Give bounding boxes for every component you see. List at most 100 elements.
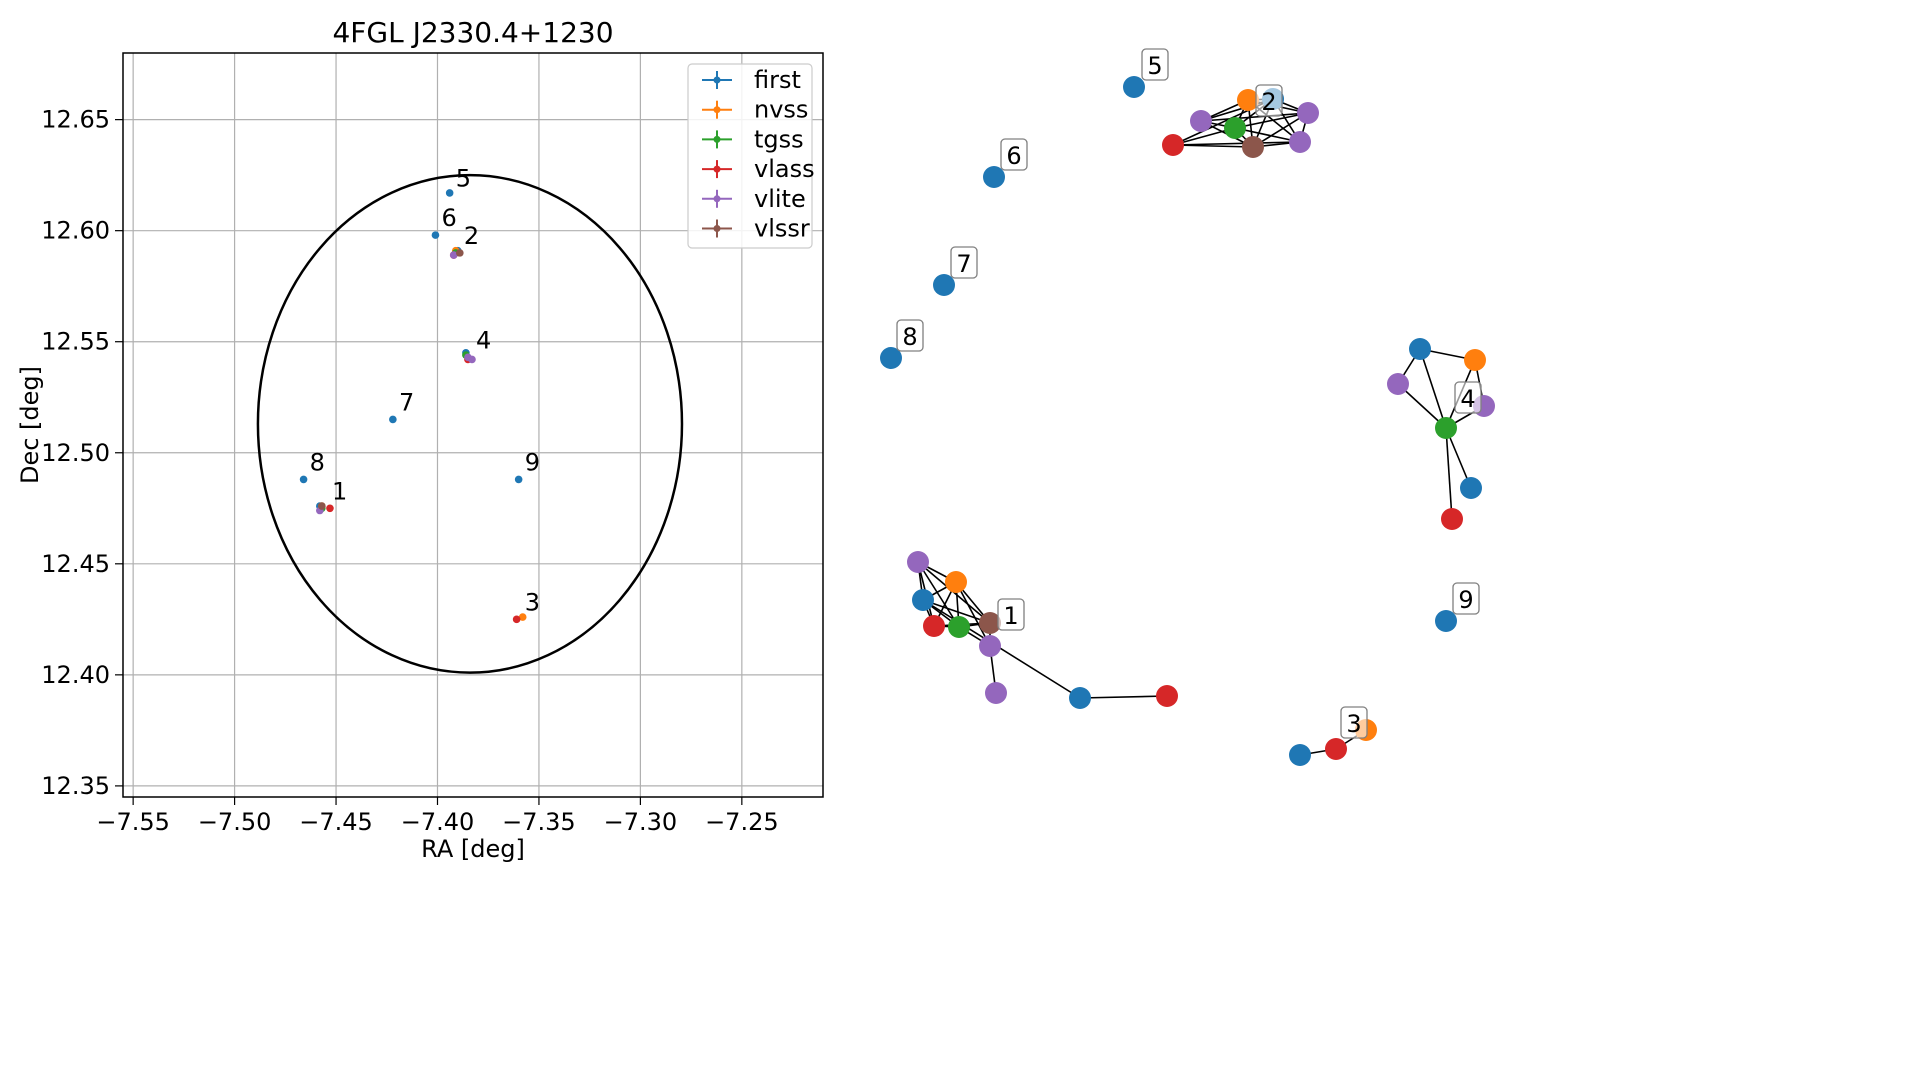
axes-frame [122, 52, 824, 798]
graph-node-nvss [945, 571, 967, 593]
point-nvss [518, 613, 527, 621]
x-tick-label: −7.35 [502, 808, 576, 836]
node-label-box [997, 598, 1025, 631]
point-annotation: 7 [399, 389, 414, 417]
graph-node-first [1123, 76, 1145, 98]
node-label-box [1141, 48, 1169, 81]
graph-node-vlite [907, 551, 929, 573]
graph-node-first [912, 589, 934, 611]
node-label: 9 [1452, 582, 1480, 615]
graph-node-vlssr [979, 612, 1001, 634]
graph-node-vlssr [1242, 136, 1264, 158]
graph-node-nvss [1237, 89, 1259, 111]
graph-edge [1419, 348, 1447, 429]
graph-edge [1079, 695, 1168, 699]
graph-node-vlass [923, 615, 945, 637]
node-label: 3 [1340, 706, 1368, 739]
point-vlass [326, 504, 334, 513]
point-vlite [449, 251, 458, 259]
graph-edge [1200, 112, 1309, 122]
graph-node-vlite [1297, 102, 1319, 124]
node-label: 2 [1255, 84, 1283, 117]
graph-node-vlass [1441, 508, 1463, 530]
y-tick-label: 12.35 [41, 772, 110, 800]
graph-edge [1234, 112, 1309, 129]
point-vlssr [318, 502, 326, 510]
graph-edge [1234, 127, 1301, 143]
point-first [514, 475, 523, 484]
graph-node-tgss [948, 616, 970, 638]
y-tick-label: 12.50 [41, 439, 110, 467]
node-label: 7 [950, 246, 978, 279]
node-label-box [1340, 706, 1368, 739]
graph-node-nvss [1464, 349, 1486, 371]
node-label: 4 [1454, 381, 1482, 414]
graph-node-vlite [1289, 131, 1311, 153]
node-label-text: 5 [1147, 52, 1162, 80]
x-tick-label: −7.25 [705, 808, 779, 836]
error-ellipse-layer [256, 173, 684, 674]
legend-label: vlass [754, 155, 815, 183]
y-axis-label: Dec [deg] [16, 366, 44, 484]
legend-label: vlssr [754, 215, 810, 243]
graph-node-vlass [1156, 685, 1178, 707]
point-annotation: 2 [464, 222, 479, 250]
legend-label: vlite [754, 185, 806, 213]
graph-node-first [1069, 687, 1091, 709]
node-label-text: 9 [1458, 586, 1473, 614]
nodes-layer [880, 76, 1495, 766]
graph-node-first [1409, 338, 1431, 360]
point-annotation: 3 [525, 588, 540, 616]
graph-node-first [983, 166, 1005, 188]
x-tick-label: −7.40 [401, 808, 475, 836]
point-first [299, 475, 308, 484]
node-label: 6 [1000, 138, 1028, 171]
x-tick-label: −7.30 [604, 808, 678, 836]
point-annotation: 5 [456, 164, 471, 192]
node-label-text: 4 [1460, 385, 1475, 413]
x-tick-label: −7.50 [198, 808, 272, 836]
y-tick-label: 12.65 [41, 106, 110, 134]
x-tick-label: −7.45 [299, 808, 373, 836]
node-label-box [1000, 138, 1028, 171]
point-annotation: 1 [332, 477, 347, 505]
node-label-text: 2 [1261, 88, 1276, 116]
point-annotation: 4 [476, 326, 491, 354]
legend-marker-dot [713, 165, 721, 173]
points-layer [299, 189, 527, 624]
point-vlass [512, 615, 521, 624]
point-vlite [468, 355, 476, 364]
legend-marker-dot [713, 106, 721, 114]
graph-node-first [933, 274, 955, 296]
node-label-text: 3 [1346, 710, 1361, 738]
point-first [431, 231, 440, 239]
graph-edge [955, 581, 991, 647]
node-label: 5 [1141, 48, 1169, 81]
node-label-text: 1 [1003, 602, 1018, 630]
legend-marker-dot [713, 135, 721, 143]
node-label-text: 8 [902, 323, 917, 351]
graph-node-vlass [1325, 738, 1347, 760]
edges-layer [917, 98, 1485, 756]
node-label-box [950, 246, 978, 279]
graph-node-first [1435, 610, 1457, 632]
node-label-text: 6 [1006, 142, 1021, 170]
error-ellipse [256, 173, 684, 674]
node-label-box [1255, 84, 1283, 117]
node-label: 1 [997, 598, 1025, 631]
graph-node-vlass [1162, 134, 1184, 156]
legend-label: tgss [754, 125, 804, 153]
annotations-layer: 1 2 3 4 5 6 7 8 9 [310, 164, 540, 616]
graph-node-vlite [1387, 373, 1409, 395]
node-label-text: 7 [956, 250, 971, 278]
point-first [389, 415, 397, 424]
graph-edge [922, 599, 991, 624]
legend-marker-dot [713, 195, 721, 203]
y-tick-label: 12.45 [41, 550, 110, 578]
chart-title: 4FGL J2330.4+1230 [332, 16, 613, 49]
node-labels-layer: 5 6 7 8 2 4 1 9 3 [896, 48, 1482, 739]
graph-node-vlite [979, 635, 1001, 657]
